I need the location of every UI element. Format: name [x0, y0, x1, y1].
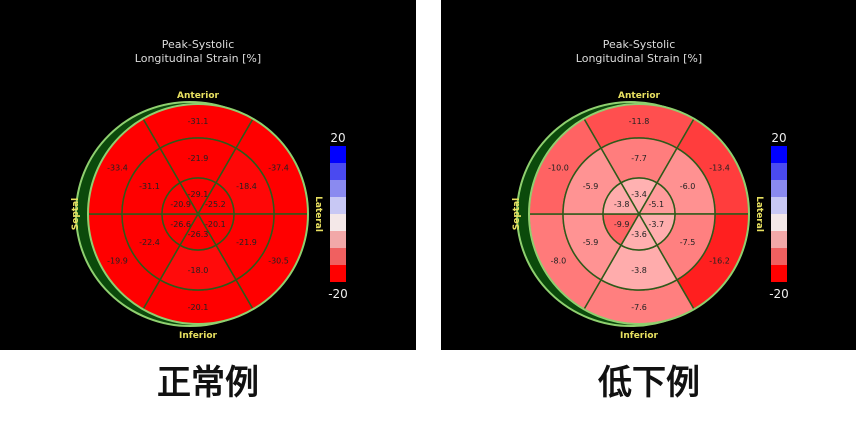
segment-value: -9.9: [614, 220, 630, 229]
plot-title-line2: Longitudinal Strain [%]: [576, 52, 702, 65]
segment-value: -20.1: [205, 220, 226, 229]
segment-value: -22.4: [139, 238, 160, 247]
segment-value: -5.9: [583, 238, 599, 247]
bullseye-outline: [87, 103, 309, 325]
segment-value: -3.8: [631, 266, 647, 275]
colorbar-step: [771, 180, 787, 197]
segment-apex-5: [602, 181, 641, 215]
colorbar-step: [771, 248, 787, 265]
colorbar-step: [771, 163, 787, 180]
segment-value: -3.4: [631, 190, 647, 199]
bullseye-outline: [528, 103, 750, 325]
segment-value: -26.6: [170, 220, 191, 229]
label-anterior: Anterior: [177, 91, 219, 101]
segment-value: -7.5: [680, 238, 696, 247]
colorbar-min: -20: [328, 287, 348, 301]
segment-value: -7.7: [631, 154, 647, 163]
segment-value: -3.6: [631, 230, 647, 239]
segment-value: -19.9: [107, 257, 128, 266]
plot-title-line2: Longitudinal Strain [%]: [135, 52, 261, 65]
segment-value: -33.4: [107, 164, 128, 173]
segment-value: -26.3: [188, 230, 209, 239]
label-inferior: Inferior: [620, 331, 658, 341]
colorbar-step: [771, 231, 787, 248]
colorbar-step: [771, 146, 787, 163]
segment-value: -6.0: [680, 182, 696, 191]
colorbar-step: [330, 214, 346, 231]
segment-value: -8.0: [551, 257, 567, 266]
segment-value: -29.1: [188, 190, 209, 199]
colorbar-min: -20: [769, 287, 789, 301]
segment-value: -18.0: [188, 266, 209, 275]
segment-value: -37.4: [268, 164, 289, 173]
segment-value: -7.6: [631, 303, 647, 312]
colorbar-step: [330, 146, 346, 163]
segment-value: -25.2: [205, 200, 226, 209]
colorbar-step: [330, 231, 346, 248]
segment-value: -20.1: [188, 303, 209, 312]
segment-value: -5.9: [583, 182, 599, 191]
segment-value: -3.7: [649, 220, 665, 229]
plot-title-line1: Peak-Systolic: [162, 38, 235, 51]
label-lateral: Lateral: [313, 196, 323, 232]
colorbar-step: [330, 197, 346, 214]
caption-normal: 正常例: [157, 363, 259, 403]
label-lateral: Lateral: [754, 196, 764, 232]
segment-value: -13.4: [709, 164, 730, 173]
colorbar-step: [771, 197, 787, 214]
colorbar-step: [330, 248, 346, 265]
segment-value: -30.5: [268, 257, 289, 266]
segment-value: -11.8: [629, 117, 650, 126]
colorbar-step: [771, 214, 787, 231]
segment-value: -21.9: [188, 154, 209, 163]
segment-value: -16.2: [709, 257, 730, 266]
segment-value: -21.9: [236, 238, 257, 247]
caption-reduced: 低下例: [598, 363, 700, 403]
segment-value: -31.1: [188, 117, 209, 126]
colorbar-step: [330, 180, 346, 197]
plot-title-line1: Peak-Systolic: [603, 38, 676, 51]
segment-value: -10.0: [548, 164, 569, 173]
segment-value: -18.4: [236, 182, 257, 191]
label-inferior: Inferior: [179, 331, 217, 341]
colorbar-step: [771, 265, 787, 282]
reduced-case-panel: Peak-Systolic Longitudinal Strain [%] -11.…: [441, 0, 856, 350]
label-septal: Septal: [512, 198, 522, 231]
colorbar-step: [330, 163, 346, 180]
segment-value: -31.1: [139, 182, 160, 191]
segment-value: -3.8: [614, 200, 630, 209]
normal-case-panel: Peak-Systolic Longitudinal Strain [%] -31.…: [0, 0, 416, 350]
colorbar-max: 20: [771, 131, 786, 145]
colorbar-step: [330, 265, 346, 282]
segment-value: -20.9: [170, 200, 191, 209]
label-anterior: Anterior: [618, 91, 660, 101]
segment-apex-5: [161, 181, 200, 215]
label-septal: Septal: [71, 198, 81, 231]
segment-value: -5.1: [649, 200, 665, 209]
colorbar-max: 20: [330, 131, 345, 145]
